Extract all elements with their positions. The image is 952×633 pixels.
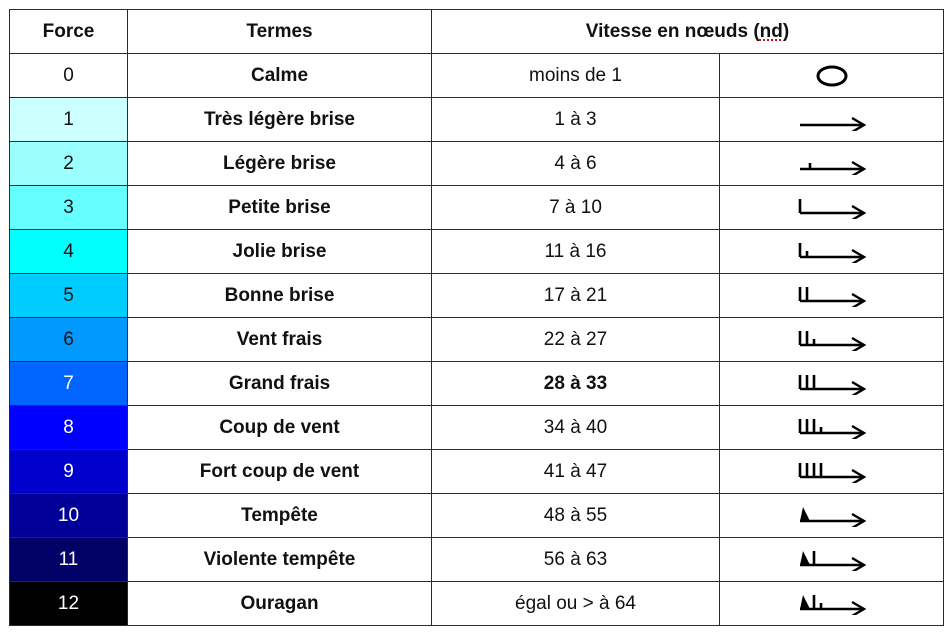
symbol-cell: [719, 537, 944, 582]
table-row: 6 Vent frais 22 à 27: [9, 317, 944, 362]
table-row: 8 Coup de vent 34 à 40: [9, 405, 944, 450]
table-row: 1 Très légère brise 1 à 3: [9, 97, 944, 142]
term-cell: Petite brise: [127, 185, 432, 230]
term-cell: Ouragan: [127, 581, 432, 626]
term-cell: Violente tempête: [127, 537, 432, 582]
force-cell: 0: [9, 53, 128, 98]
force-cell: 1: [9, 97, 128, 142]
wind-four-barbs-icon: [720, 461, 943, 483]
symbol-cell: [719, 273, 944, 318]
term-cell: Jolie brise: [127, 229, 432, 274]
header-speed-unit: nd: [759, 20, 783, 42]
speed-cell: égal ou > à 64: [431, 581, 720, 626]
table-row: 10 Tempête 48 à 55: [9, 493, 944, 538]
speed-cell: 7 à 10: [431, 185, 720, 230]
force-cell: 10: [9, 493, 128, 538]
force-cell: 8: [9, 405, 128, 450]
speed-cell: 22 à 27: [431, 317, 720, 362]
wind-two-barbs-icon: [720, 285, 943, 307]
symbol-cell: [719, 317, 944, 362]
speed-cell: 41 à 47: [431, 449, 720, 494]
wind-pennant-barb-icon: [720, 549, 943, 571]
speed-cell: 4 à 6: [431, 141, 720, 186]
force-cell: 3: [9, 185, 128, 230]
header-speed-suffix: ): [782, 20, 790, 42]
speed-cell: 17 à 21: [431, 273, 720, 318]
speed-cell: moins de 1: [431, 53, 720, 98]
wind-short-barb-icon: [720, 153, 943, 175]
term-cell: Vent frais: [127, 317, 432, 362]
force-cell: 6: [9, 317, 128, 362]
force-cell: 11: [9, 537, 128, 582]
table-row: 12 Ouragan égal ou > à 64: [9, 581, 944, 626]
calm-circle-icon: [720, 65, 943, 87]
symbol-cell: [719, 185, 944, 230]
force-cell: 9: [9, 449, 128, 494]
header-speed: Vitesse en nœuds (nd): [431, 9, 944, 54]
wind-pennant-icon: [720, 505, 943, 527]
symbol-cell: [719, 141, 944, 186]
force-cell: 4: [9, 229, 128, 274]
symbol-cell: [719, 97, 944, 142]
speed-cell: 34 à 40: [431, 405, 720, 450]
header-speed-prefix: Vitesse en nœuds (: [585, 20, 760, 42]
symbol-cell: [719, 493, 944, 538]
symbol-cell: [719, 449, 944, 494]
symbol-cell: [719, 581, 944, 626]
table-row: 11 Violente tempête 56 à 63: [9, 537, 944, 582]
table-row: 5 Bonne brise 17 à 21: [9, 273, 944, 318]
table-header-row: Force Termes Vitesse en nœuds (nd): [9, 9, 944, 54]
term-cell: Tempête: [127, 493, 432, 538]
wind-three-barbs-half-icon: [720, 417, 943, 439]
term-cell: Grand frais: [127, 361, 432, 406]
wind-barb-half-icon: [720, 241, 943, 263]
speed-cell: 1 à 3: [431, 97, 720, 142]
speed-cell: 28 à 33: [431, 361, 720, 406]
wind-one-barb-icon: [720, 197, 943, 219]
force-cell: 2: [9, 141, 128, 186]
symbol-cell: [719, 53, 944, 98]
symbol-cell: [719, 361, 944, 406]
wind-pennant-barb-half-icon: [720, 593, 943, 615]
symbol-cell: [719, 405, 944, 450]
header-terms: Termes: [127, 9, 432, 54]
table-row: 9 Fort coup de vent 41 à 47: [9, 449, 944, 494]
wind-three-barbs-icon: [720, 373, 943, 395]
table-row: 3 Petite brise 7 à 10: [9, 185, 944, 230]
table-row: 4 Jolie brise 11 à 16: [9, 229, 944, 274]
term-cell: Fort coup de vent: [127, 449, 432, 494]
term-cell: Très légère brise: [127, 97, 432, 142]
table-row: 2 Légère brise 4 à 6: [9, 141, 944, 186]
speed-cell: 11 à 16: [431, 229, 720, 274]
wind-two-barbs-half-icon: [720, 329, 943, 351]
table-row: 0 Calme moins de 1: [9, 53, 944, 98]
force-cell: 5: [9, 273, 128, 318]
speed-cell: 56 à 63: [431, 537, 720, 582]
symbol-cell: [719, 229, 944, 274]
beaufort-scale-table: Force Termes Vitesse en nœuds (nd) 0 Calm…: [9, 9, 944, 626]
term-cell: Coup de vent: [127, 405, 432, 450]
force-cell: 12: [9, 581, 128, 626]
force-cell: 7: [9, 361, 128, 406]
term-cell: Calme: [127, 53, 432, 98]
wind-arrow-icon: [720, 109, 943, 131]
table-row: 7 Grand frais 28 à 33: [9, 361, 944, 406]
speed-cell: 48 à 55: [431, 493, 720, 538]
term-cell: Légère brise: [127, 141, 432, 186]
header-force: Force: [9, 9, 128, 54]
term-cell: Bonne brise: [127, 273, 432, 318]
